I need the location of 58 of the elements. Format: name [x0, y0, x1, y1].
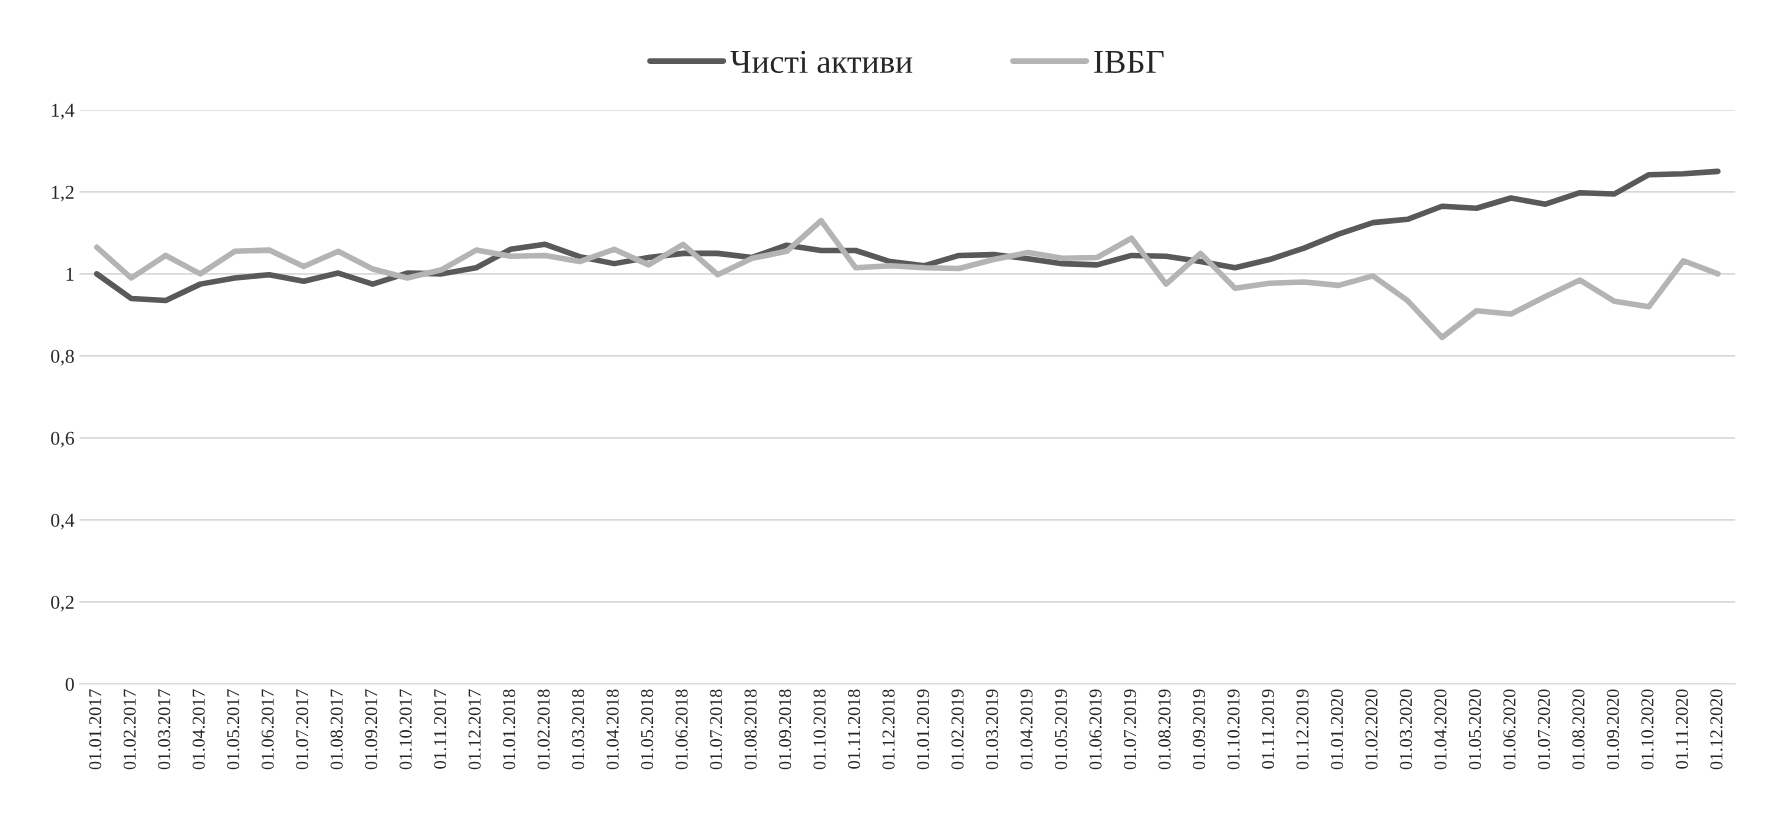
x-tick-label: 01.06.2017: [261, 689, 274, 770]
x-tick-label: 01.06.2020: [1503, 689, 1516, 770]
x-tick-label: 01.09.2019: [1192, 689, 1206, 770]
legend-label: Чисті активи: [730, 50, 913, 74]
x-tick-label: 01.05.2018: [640, 689, 654, 770]
x-tick-label: 01.10.2020: [1641, 689, 1654, 770]
x-tick-label: 01.02.2020: [1365, 689, 1378, 770]
x-tick-label: 01.07.2019: [1123, 689, 1137, 770]
x-tick-label: 01.08.2018: [744, 689, 757, 770]
x-tick-label: 01.05.2020: [1468, 689, 1482, 770]
x-tick-label: 01.04.2019: [1020, 689, 1033, 770]
y-tick-label: 0,4: [51, 513, 75, 530]
x-tick-label: 01.01.2017: [89, 689, 102, 770]
x-tick-label: 01.02.2017: [123, 689, 136, 770]
x-tick-label: 01.10.2019: [1227, 689, 1240, 770]
x-tick-label: 01.03.2018: [572, 689, 585, 770]
x-tick-label: 01.11.2019: [1261, 689, 1275, 769]
x-tick-label: 01.02.2019: [951, 689, 964, 770]
x-tick-label: 01.07.2017: [296, 689, 309, 770]
x-tick-label: 01.12.2020: [1710, 689, 1723, 770]
x-tick-label: 01.12.2018: [882, 689, 895, 770]
x-tick-label: 01.11.2018: [847, 689, 861, 769]
x-tick-label: 01.03.2020: [1399, 689, 1413, 770]
y-tick-label: 0,8: [51, 349, 74, 366]
x-tick-label: 01.04.2018: [606, 689, 619, 770]
y-tick-label: 0: [65, 677, 74, 691]
x-tick-label: 01.09.2020: [1606, 689, 1620, 770]
x-tick-label: 01.04.2017: [192, 689, 205, 770]
x-tick-label: 01.09.2017: [365, 689, 378, 770]
x-tick-label: 01.03.2017: [158, 689, 171, 770]
legend-label: ІВБГ: [1094, 50, 1164, 73]
x-tick-label: 01.04.2020: [1434, 689, 1447, 770]
x-tick-label: 01.10.2017: [399, 689, 412, 770]
x-tick-label: 01.07.2020: [1537, 689, 1551, 770]
x-tick-label: 01.06.2019: [1089, 689, 1102, 770]
x-tick-label: 01.09.2018: [778, 689, 792, 770]
x-tick-label: 01.08.2020: [1572, 689, 1585, 770]
x-tick-label: 01.10.2018: [813, 689, 826, 770]
y-tick-label: 1: [66, 267, 74, 281]
x-tick-label: 01.01.2018: [503, 689, 516, 770]
x-tick-label: 01.08.2019: [1158, 689, 1171, 770]
x-tick-label: 01.02.2018: [537, 689, 550, 770]
x-tick-label: 01.05.2017: [227, 689, 240, 770]
x-tick-label: 01.12.2019: [1296, 689, 1309, 770]
x-tick-label: 01.03.2019: [985, 689, 999, 770]
x-tick-label: 01.01.2019: [916, 689, 930, 770]
x-tick-label: 01.07.2018: [709, 689, 723, 770]
y-tick-label: 1,4: [52, 103, 75, 120]
y-tick-label: 1,2: [52, 185, 74, 202]
x-tick-label: 01.11.2017: [434, 689, 447, 769]
x-tick-label: 01.01.2020: [1330, 689, 1344, 770]
y-tick-label: 0,2: [51, 595, 74, 612]
x-tick-label: 01.08.2017: [330, 689, 343, 770]
y-tick-label: 0,6: [51, 431, 75, 448]
x-tick-label: 01.11.2020: [1675, 689, 1689, 769]
x-tick-label: 01.05.2019: [1054, 689, 1068, 770]
x-tick-label: 01.06.2018: [675, 689, 688, 770]
x-tick-label: 01.12.2017: [468, 689, 481, 770]
